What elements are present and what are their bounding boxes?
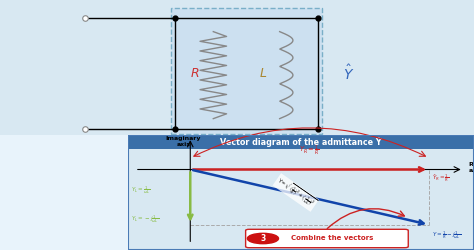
Text: Imaginary
axis: Imaginary axis: [165, 136, 201, 147]
Text: Real
axis: Real axis: [469, 162, 474, 172]
Text: $Y = \frac{1}{R} - j\frac{1}{\omega L}$: $Y = \frac{1}{R} - j\frac{1}{\omega L}$: [432, 229, 462, 241]
Text: $L$: $L$: [259, 67, 267, 80]
Text: $R$: $R$: [190, 67, 199, 80]
Text: Vector diagram of the admittance Ẏ: Vector diagram of the admittance Ẏ: [220, 137, 382, 147]
FancyBboxPatch shape: [246, 229, 408, 248]
FancyBboxPatch shape: [171, 8, 322, 134]
Text: $\hat{Y}$: $\hat{Y}$: [343, 64, 354, 84]
Text: Combine the vectors: Combine the vectors: [291, 236, 373, 242]
Text: $Y = \sqrt{\left(\frac{1}{R}\right)^2 + \left(\frac{1}{\omega L}\right)^2}$: $Y = \sqrt{\left(\frac{1}{R}\right)^2 + …: [273, 174, 318, 211]
Circle shape: [247, 233, 279, 244]
FancyBboxPatch shape: [0, 135, 128, 250]
Text: $Y_R = \frac{1}{R}$: $Y_R = \frac{1}{R}$: [299, 144, 320, 158]
Text: 3: 3: [260, 234, 265, 243]
FancyBboxPatch shape: [128, 135, 474, 149]
Text: $Y_L = \frac{1}{\omega L}$: $Y_L = \frac{1}{\omega L}$: [131, 184, 151, 196]
Text: $\hat{Y}_R = \frac{1}{R}$: $\hat{Y}_R = \frac{1}{R}$: [432, 173, 450, 184]
Text: $Y_L = -j\frac{1}{\omega L}$: $Y_L = -j\frac{1}{\omega L}$: [131, 213, 159, 225]
